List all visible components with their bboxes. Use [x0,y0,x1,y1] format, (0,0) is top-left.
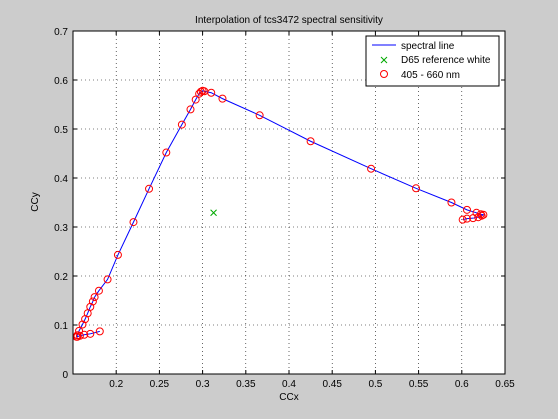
y-tick-label: 0.5 [54,125,68,136]
x-tick-label: 0.2 [109,379,123,390]
y-tick-label: 0.1 [54,321,68,332]
legend-label-spectral-line: spectral line [401,41,455,52]
chart-title: Interpolation of tcs3472 spectral sensit… [195,15,383,26]
y-tick-label: 0.4 [54,174,68,185]
legend: spectral line D65 reference white 405 - … [366,36,499,86]
x-tick-label: 0.25 [150,379,170,390]
x-tick-label: 0.3 [196,379,210,390]
legend-label-wavelength: 405 - 660 nm [401,70,460,81]
x-tick-label: 0.4 [282,379,296,390]
x-axis-label: CCx [279,392,298,403]
y-tick-label: 0 [62,370,68,381]
y-tick-label: 0.2 [54,272,68,283]
legend-label-d65: D65 reference white [401,55,491,66]
y-tick-label: 0.6 [54,76,68,87]
x-tick-label: 0.45 [322,379,342,390]
x-tick-label: 0.35 [236,379,256,390]
y-tick-label: 0.3 [54,223,68,234]
x-tick-label: 0.55 [409,379,429,390]
x-tick-label: 0.6 [455,379,469,390]
x-tick-label: 0.65 [495,379,515,390]
y-axis-label: CCy [30,192,41,211]
y-tick-label: 0.7 [54,27,68,38]
x-tick-label: 0.5 [368,379,382,390]
